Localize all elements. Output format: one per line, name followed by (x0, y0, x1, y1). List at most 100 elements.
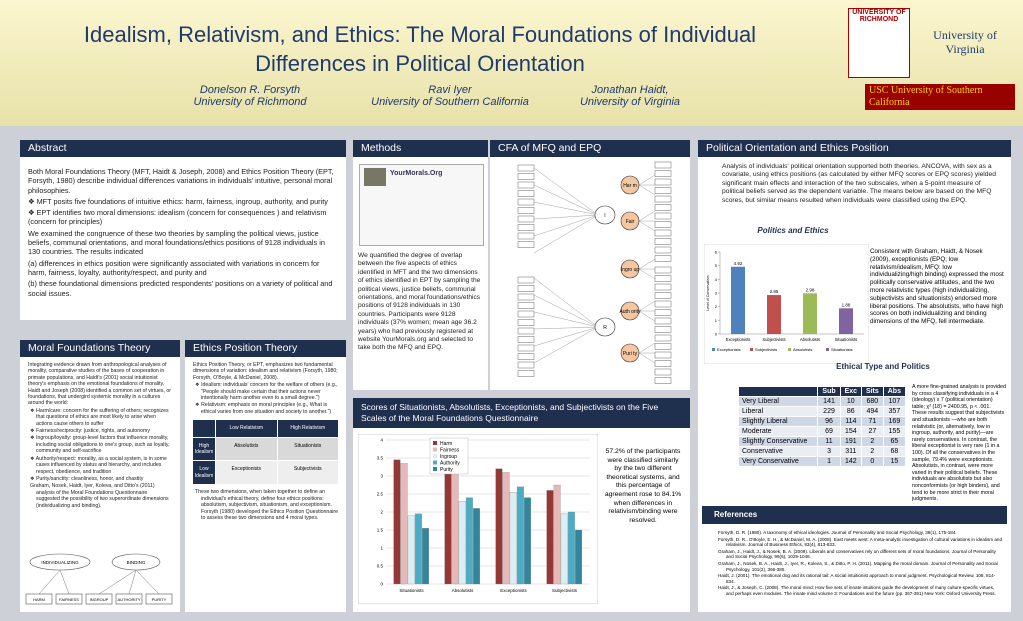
bar (414, 513, 422, 585)
item-box (517, 336, 535, 343)
header-cell (737, 386, 819, 397)
bar (400, 463, 408, 585)
item-box (654, 300, 672, 308)
edge (533, 277, 599, 328)
item-box (517, 319, 535, 326)
legend-swatch (788, 348, 791, 351)
y-tick-label: 6 (715, 250, 718, 255)
table-cell: 11 (817, 436, 841, 447)
bar (546, 490, 554, 585)
item-box (654, 377, 672, 384)
legend-label: Harm (440, 441, 452, 447)
edge (638, 174, 656, 186)
legend-label: Subjectivists (755, 347, 777, 352)
item-box (654, 187, 672, 194)
grid-cell (193, 420, 215, 437)
edge (128, 569, 137, 595)
item-box (654, 292, 672, 299)
heading: Methods (353, 140, 488, 157)
item-box (654, 178, 672, 186)
ept-grid: Low Relativism High Relativism High Ideali… (193, 420, 338, 485)
x-tick-label: Exceptionists (500, 588, 527, 593)
node (115, 593, 143, 605)
bar (422, 528, 429, 585)
item-box (517, 276, 535, 284)
edge (638, 342, 656, 354)
grid-cell: Exceptionists (216, 461, 277, 485)
y-tick-label: 5 (715, 263, 718, 268)
grid-cell: High Relativism (277, 420, 338, 437)
header-cell: Sits (860, 386, 884, 397)
value-label: 1.88 (842, 302, 851, 307)
node-label: INGROUP (90, 597, 109, 602)
table-row: Very Liberal 141 10 680 107 (737, 396, 907, 407)
x-tick-label: Subjectivists (552, 588, 578, 593)
table-cell: 10 (839, 396, 862, 407)
screenshot: YourMorals.Org (359, 164, 484, 246)
edge (533, 214, 599, 220)
edge (533, 294, 599, 328)
table-row: Slightly Conservative 11 191 2 65 (737, 436, 907, 447)
node-label: Ingro up (621, 267, 640, 273)
table-cell: 71 (860, 416, 884, 427)
reference: Forsyth, D. R. (1980). A taxonomy of eth… (718, 530, 957, 535)
table-cell: 107 (882, 396, 907, 407)
bar (393, 459, 401, 585)
paragraph: (a) differences in ethics position were … (28, 258, 320, 277)
table-cell: 155 (882, 426, 907, 437)
mft-diagram: INDIVIDUALIZING BINDING HARM FAIRNESS INGROU… (25, 553, 173, 605)
node (55, 593, 83, 605)
logo: USC University of Southern California (865, 84, 1015, 110)
item-box (654, 368, 672, 376)
table-cell: 494 (860, 406, 884, 417)
edge (638, 300, 656, 312)
bar (731, 266, 745, 334)
table-cell: 27 (860, 426, 884, 437)
edge (38, 569, 61, 595)
node-label: FAIRNESS (59, 597, 79, 602)
heading: Scores of Situationists, Absolutists, Ex… (353, 398, 690, 428)
title: Idealism, Relativism, and Ethics: The Mo… (83, 22, 757, 76)
reference: Haidt, J. (2001). The emotional dog and … (718, 573, 996, 584)
item-box (517, 285, 535, 292)
item-box (654, 204, 672, 211)
paragraph: (b) these foundational dimensions predic… (28, 279, 333, 298)
methods-panel: Methods YourMorals.Org We quantified the… (353, 140, 488, 390)
legend-label: Purity (440, 467, 453, 473)
legend-label: Ingroup (440, 454, 457, 460)
header: Idealism, Relativism, and Ethics: The Mo… (0, 0, 1023, 126)
legend-swatch (433, 460, 437, 465)
item-box (654, 212, 672, 220)
table-note: A more fine-grained analysis is provided… (912, 384, 1006, 503)
table-cell: 114 (839, 416, 862, 427)
paragraph: Integrating evidence drawn from anthropo… (28, 362, 172, 407)
table-cell: Conservative (737, 446, 819, 457)
legend-swatch (712, 348, 715, 351)
value-label: 2.98 (806, 287, 815, 292)
paragraph: ❖ Idealism: individuals' concern for the… (195, 382, 338, 402)
edge (533, 326, 599, 364)
bar (839, 308, 853, 334)
reference: Graham, J., Haidt, J., & Nosek, B. A. (2… (718, 548, 996, 560)
paragraph: We examined the congruence of these two … (28, 228, 325, 257)
node-label: Auth ority (619, 309, 641, 315)
table-cell: 65 (882, 436, 907, 447)
node (25, 593, 53, 605)
item-box (654, 221, 672, 228)
heading: Political Orientation and Ethics Positio… (698, 140, 1011, 157)
node (620, 211, 640, 231)
politics-table: Sub Exc Sits Abs Very Liberal 141 10 680 107 Libe… (737, 386, 907, 467)
node-label: R (603, 325, 607, 331)
politics-chart: 0 1 2 3 4 5 6 Level of Conservatism 4.92 Exceptio… (704, 244, 869, 364)
y-tick-label: 4 (715, 277, 718, 282)
cfa-diagram: I R Har m Fair Ingro up Auth ority Puri ty (517, 161, 672, 384)
paragraph: ❖ Purity/sanctity: cleanliness, honor, a… (30, 475, 144, 482)
bar (407, 515, 415, 585)
item-box (654, 309, 672, 316)
heading: Abstract (20, 140, 346, 157)
x-tick-label: Situationists (399, 588, 424, 593)
item-box (517, 164, 535, 172)
node-label: I (604, 213, 605, 219)
edge (135, 569, 160, 595)
node (620, 301, 640, 321)
